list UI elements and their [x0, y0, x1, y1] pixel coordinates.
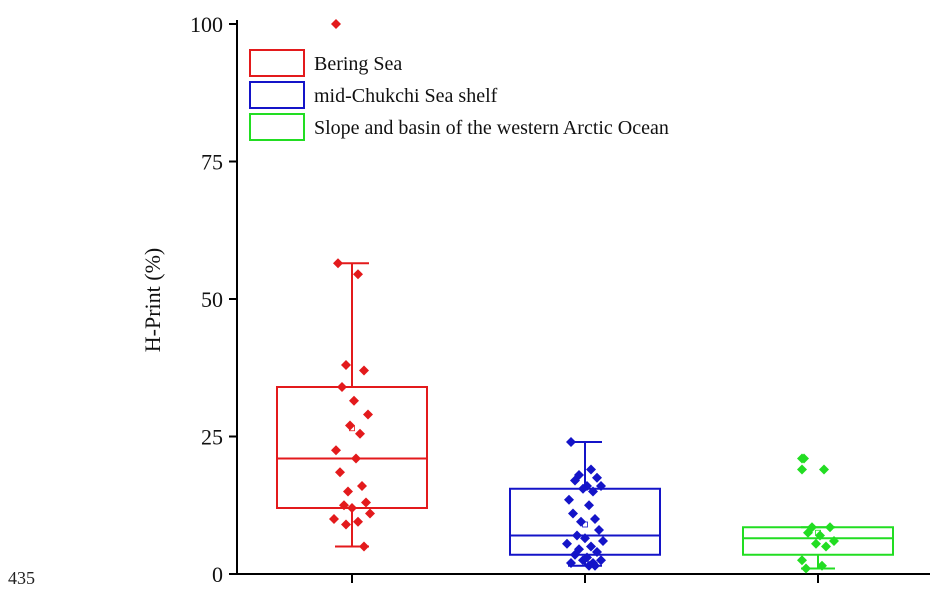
legend: Bering Sea mid-Chukchi Sea shelf Slope and… [249, 49, 669, 141]
legend-swatch [249, 81, 305, 109]
box-series [276, 19, 428, 552]
data-point [811, 538, 821, 549]
box-series [509, 437, 661, 571]
data-point [829, 536, 839, 546]
data-point [598, 536, 608, 546]
data-point [819, 464, 829, 475]
data-point [572, 530, 582, 541]
data-point [363, 409, 373, 420]
outlier-point [797, 453, 807, 464]
data-point [596, 555, 606, 566]
y-tick-label: 50 [201, 287, 223, 312]
data-point [349, 395, 359, 406]
data-point [331, 445, 341, 456]
data-point [586, 541, 596, 552]
data-point [821, 541, 831, 552]
data-point [803, 527, 813, 538]
data-point [357, 481, 367, 491]
data-point [825, 522, 835, 533]
box-group [276, 19, 894, 574]
y-tick-label: 0 [212, 562, 223, 587]
axes: 0 25 50 75 100 [190, 12, 930, 587]
data-point [333, 258, 343, 269]
data-point [339, 500, 349, 511]
data-point [580, 533, 590, 544]
data-point [353, 516, 363, 527]
data-point [801, 563, 811, 574]
data-point [564, 494, 574, 505]
data-point [592, 472, 602, 483]
data-point [576, 516, 586, 527]
y-tick-label: 25 [201, 425, 223, 450]
data-point [347, 503, 357, 513]
outlier-point [331, 19, 341, 29]
legend-label: Slope and basin of the western Arctic Oc… [314, 117, 669, 139]
data-point [562, 538, 572, 549]
legend-swatch [249, 49, 305, 77]
iqr-box [276, 386, 428, 509]
data-point [355, 428, 365, 439]
data-point [345, 420, 355, 431]
data-point [584, 560, 594, 571]
data-point [578, 483, 588, 494]
iqr-box [742, 526, 894, 556]
data-point [359, 541, 369, 552]
y-tick-label: 100 [190, 12, 223, 37]
data-point [566, 437, 576, 447]
data-point [337, 382, 347, 392]
data-point [335, 467, 345, 478]
data-point [584, 500, 594, 511]
data-point [797, 555, 807, 566]
data-point [353, 269, 363, 280]
data-point [578, 555, 588, 566]
y-axis-title: H-Print (%) [140, 248, 165, 352]
data-point [570, 549, 580, 560]
data-point [361, 497, 371, 508]
data-point [596, 481, 606, 491]
data-point [341, 519, 351, 530]
data-point [365, 508, 375, 519]
legend-swatch [249, 113, 305, 141]
data-point [815, 530, 825, 541]
data-point [817, 560, 827, 571]
data-point [351, 453, 361, 464]
data-point [590, 560, 600, 571]
y-tick-label: 75 [201, 150, 223, 175]
page-number: 435 [8, 568, 35, 588]
data-point [343, 486, 353, 497]
legend-label: Bering Sea [314, 53, 402, 75]
data-point [329, 514, 339, 524]
box-series [742, 453, 894, 574]
data-point [586, 464, 596, 475]
data-point [341, 360, 351, 370]
data-point [566, 558, 576, 568]
data-point [592, 547, 602, 557]
data-point [590, 514, 600, 524]
data-point [594, 525, 604, 535]
data-point [588, 486, 598, 497]
data-point [359, 365, 369, 376]
legend-label: mid-Chukchi Sea shelf [314, 85, 498, 107]
outlier-point [797, 464, 807, 475]
data-point [570, 475, 580, 486]
data-point [568, 508, 578, 519]
